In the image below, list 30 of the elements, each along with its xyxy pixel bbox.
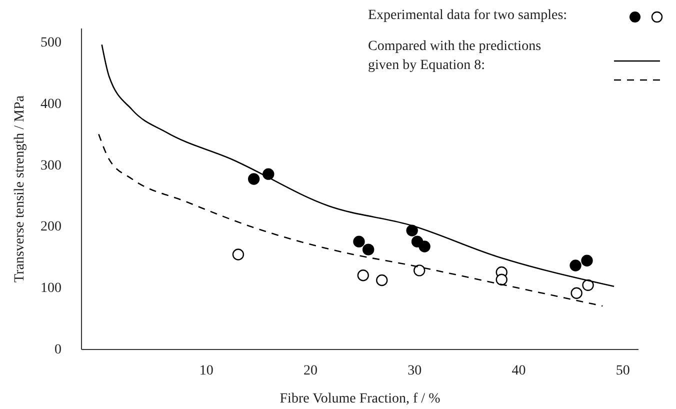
point xyxy=(232,248,244,260)
y-tick-label: 300 xyxy=(40,158,62,174)
point xyxy=(418,240,430,252)
point xyxy=(248,173,260,185)
y-tick-label: 100 xyxy=(40,281,62,296)
x-tick-label: 40 xyxy=(512,364,526,378)
point xyxy=(414,264,426,276)
line-series xyxy=(98,134,604,307)
annotation: Compared with the predictions given by Equation 8: xyxy=(368,38,542,75)
x-tick-label: 30 xyxy=(408,364,422,378)
x-tick-label: 20 xyxy=(304,364,318,378)
point xyxy=(570,260,582,272)
y-tick-label: 200 xyxy=(40,220,62,235)
y-tick-label: 500 xyxy=(40,36,62,51)
point xyxy=(357,270,369,282)
point xyxy=(570,287,582,299)
y-axis-title: Transverse tensile strength / MPa xyxy=(12,94,28,282)
point xyxy=(362,244,374,256)
text: Experimental data for two samples: xyxy=(368,7,568,25)
point xyxy=(582,279,594,291)
point xyxy=(496,274,508,286)
point xyxy=(353,236,365,248)
x-axis-title: Fibre Volume Fraction, f / % xyxy=(280,392,441,406)
x-tick-label: 10 xyxy=(199,364,214,378)
y-tick-label: 400 xyxy=(40,96,62,112)
x-tick-label: 50 xyxy=(616,364,630,378)
point xyxy=(406,224,418,236)
y-tick-label: 0 xyxy=(54,342,62,358)
point xyxy=(376,274,388,286)
point xyxy=(581,254,593,266)
